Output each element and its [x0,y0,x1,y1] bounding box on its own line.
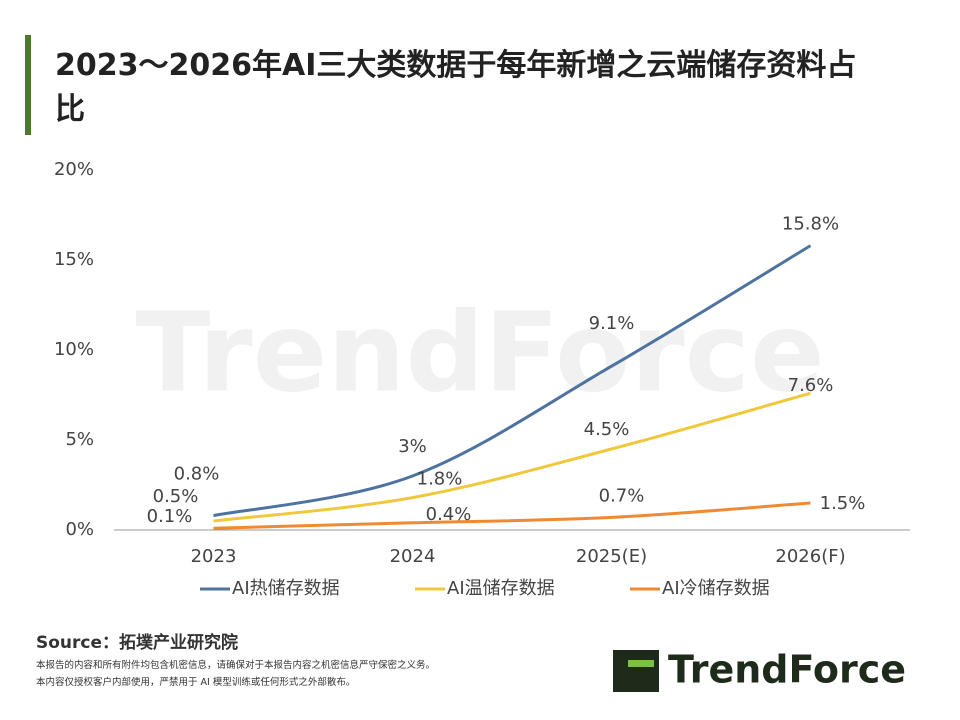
legend-label: AI冷储存数据 [662,578,770,599]
y-tick-label: 10% [54,339,94,360]
line [213,244,812,518]
x-tick-label: 2025(E) [576,546,647,567]
data-label: 0.7% [599,485,645,506]
title-bar [25,35,31,135]
legend-label: AI热储存数据 [232,578,340,599]
y-tick-label: 0% [65,519,94,540]
data-label: 1.5% [820,493,866,514]
note: 本报告的内容和所有附件均包含机密信息，请确保对于本报告内容之机密信息严守保密之义… [36,660,436,671]
chart-title: 2023～2026年AI三大类数据于每年新增之云端储存资料占比 [55,48,857,127]
data-label: 3% [398,436,427,457]
data-label: 4.5% [584,419,630,440]
x-tick-label: 2024 [390,546,436,567]
watermark: TrendForce [135,288,824,416]
data-label: 1.8% [417,469,463,490]
data-label: 0.4% [426,504,472,525]
note: 本内容仅授权客户内部使用，严禁用于 AI 模型训练或任何形式之外部散布。 [36,677,356,688]
line [213,501,811,530]
logo-icon [613,650,659,692]
legend-label: AI温储存数据 [447,578,555,599]
data-label: 0.1% [147,506,193,527]
data-label: 0.5% [153,486,199,507]
y-tick-label: 15% [54,249,94,270]
line [213,391,811,523]
data-label: 7.6% [788,375,834,396]
logo: TrendForce [668,648,906,692]
data-label: 15.8% [782,214,839,235]
logo-icon-stripe [628,660,654,667]
x-tick-label: 2023 [191,546,237,567]
data-label: 0.8% [174,464,220,485]
data-label: 9.1% [589,313,635,334]
source: Source：拓墣产业研究院 [36,633,239,653]
x-tick-label: 2026(F) [775,546,845,567]
y-tick-label: 5% [65,429,94,450]
y-tick-label: 20% [54,159,94,180]
